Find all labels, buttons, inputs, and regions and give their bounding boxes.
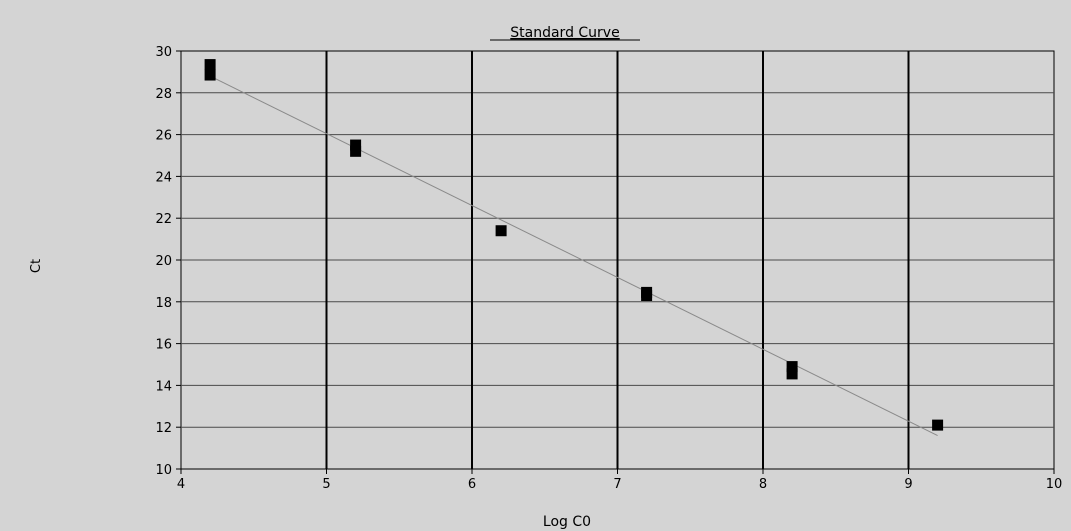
y-axis-label: Ct bbox=[29, 259, 44, 273]
x-tick-label: 7 bbox=[613, 477, 621, 492]
x-axis-label: Log C0 bbox=[543, 514, 591, 530]
y-tick-label: 20 bbox=[155, 254, 172, 269]
y-tick-label: 16 bbox=[155, 338, 172, 353]
y-tick-label: 14 bbox=[155, 379, 172, 394]
chart-title: Standard Curve bbox=[510, 25, 619, 41]
y-tick-label: 26 bbox=[155, 129, 172, 144]
data-point bbox=[786, 361, 798, 373]
x-tick-label: 5 bbox=[322, 477, 330, 492]
grid bbox=[181, 51, 1054, 469]
x-tick-labels: 4 5 6 7 8 9 10 bbox=[177, 469, 1062, 492]
y-tick-labels: 10 12 14 16 18 20 22 24 26 28 30 bbox=[155, 45, 181, 478]
y-tick-label: 10 bbox=[155, 463, 172, 478]
x-tick-label: 4 bbox=[177, 477, 185, 492]
y-tick-label: 22 bbox=[155, 212, 172, 227]
data-point bbox=[350, 139, 362, 151]
y-tick-label: 28 bbox=[155, 87, 172, 102]
data-point bbox=[932, 419, 944, 431]
data-points bbox=[204, 59, 944, 431]
y-tick-label: 12 bbox=[155, 421, 172, 436]
y-tick-label: 30 bbox=[155, 45, 172, 60]
y-tick-label: 18 bbox=[155, 296, 172, 311]
x-tick-label: 10 bbox=[1046, 477, 1063, 492]
data-point bbox=[204, 59, 216, 71]
data-point bbox=[204, 69, 216, 81]
fit-line bbox=[209, 75, 938, 437]
data-point bbox=[350, 145, 362, 157]
x-tick-label: 9 bbox=[904, 477, 912, 492]
data-point bbox=[641, 290, 653, 302]
data-point bbox=[786, 368, 798, 380]
regression-line bbox=[209, 75, 938, 437]
x-tick-label: 8 bbox=[759, 477, 767, 492]
y-tick-label: 24 bbox=[155, 170, 172, 185]
x-tick-label: 6 bbox=[468, 477, 476, 492]
data-point bbox=[495, 225, 507, 237]
